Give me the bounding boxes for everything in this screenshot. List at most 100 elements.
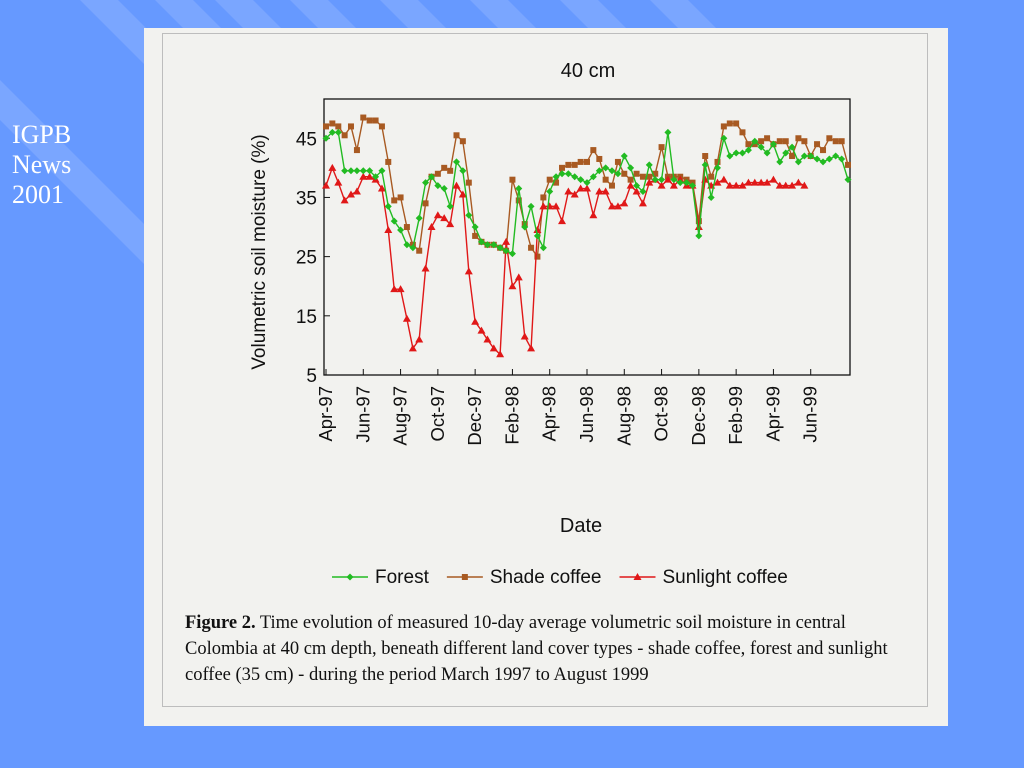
series-forest [322, 128, 852, 258]
data-point-sunlight-coffee [508, 282, 517, 290]
data-point-shade-coffee [372, 117, 379, 124]
data-point-shade-coffee [826, 135, 833, 142]
data-point-shade-coffee [347, 123, 354, 130]
data-point-shade-coffee [534, 253, 541, 260]
data-point-forest [453, 158, 460, 166]
x-tick-label: Apr-99 [762, 386, 783, 442]
data-point-sunlight-coffee [626, 181, 635, 189]
chart-legend: Forest Shade coffee Sunlight coffee [332, 567, 788, 588]
legend-item-forest: Forest [332, 567, 430, 588]
data-point-shade-coffee [441, 164, 448, 171]
data-point-shade-coffee [845, 161, 851, 168]
x-tick-label: Aug-97 [390, 386, 411, 446]
data-point-forest [403, 241, 411, 249]
data-point-forest [689, 182, 697, 190]
data-point-forest [614, 170, 622, 178]
data-point-sunlight-coffee [719, 175, 728, 183]
figure-caption-text: Time evolution of measured 10-day averag… [185, 613, 888, 685]
data-point-forest [322, 134, 330, 142]
data-point-forest [372, 173, 380, 181]
data-point-forest [459, 167, 467, 175]
data-point-forest [813, 155, 821, 163]
data-point-sunlight-coffee [713, 178, 722, 186]
data-point-sunlight-coffee [346, 190, 355, 198]
data-point-sunlight-coffee [427, 223, 436, 231]
data-point-shade-coffee [789, 153, 796, 160]
data-point-shade-coffee [646, 173, 653, 180]
data-point-shade-coffee [465, 179, 472, 186]
legend-label: Sunlight coffee [663, 567, 788, 588]
data-point-sunlight-coffee [589, 211, 598, 219]
data-point-sunlight-coffee [576, 184, 585, 192]
data-point-sunlight-coffee [694, 223, 703, 231]
side-caption: IGPB News 2001 [12, 120, 72, 209]
data-point-sunlight-coffee [558, 217, 567, 225]
data-point-sunlight-coffee [732, 181, 741, 189]
data-point-forest [627, 164, 635, 172]
data-point-shade-coffee [509, 176, 516, 183]
data-point-sunlight-coffee [520, 332, 529, 340]
data-point-forest [496, 244, 504, 252]
data-point-forest [595, 167, 603, 175]
x-tick-label: Jun-99 [800, 386, 821, 443]
data-point-shade-coffee [758, 138, 765, 145]
data-point-sunlight-coffee [725, 181, 734, 189]
data-point-forest [440, 185, 448, 193]
data-point-sunlight-coffee [322, 181, 330, 189]
data-point-shade-coffee [434, 170, 441, 177]
data-point-forest [633, 182, 641, 190]
figure-caption-lead: Figure 2. [185, 613, 256, 633]
data-point-sunlight-coffee [446, 220, 455, 228]
data-point-sunlight-coffee [781, 181, 790, 189]
data-point-sunlight-coffee [757, 178, 766, 186]
data-point-shade-coffee [621, 170, 628, 177]
data-point-shade-coffee [416, 247, 423, 254]
data-point-forest [800, 152, 808, 160]
data-point-forest [571, 173, 579, 181]
data-point-forest [744, 146, 752, 154]
data-point-forest [490, 241, 498, 249]
data-point-shade-coffee [832, 138, 839, 145]
data-point-forest [639, 188, 647, 196]
data-point-forest [738, 149, 746, 157]
data-point-forest [564, 170, 572, 178]
data-point-sunlight-coffee [744, 178, 753, 186]
legend-label: Shade coffee [490, 567, 602, 588]
data-point-sunlight-coffee [483, 335, 492, 343]
data-point-shade-coffee [726, 120, 733, 127]
data-point-forest [658, 176, 666, 184]
data-point-sunlight-coffee [365, 172, 374, 180]
data-point-shade-coffee [584, 158, 590, 165]
legend-marker [633, 573, 642, 580]
data-point-shade-coffee [776, 138, 783, 145]
data-point-forest [577, 176, 585, 184]
data-point-forest [527, 202, 535, 210]
data-point-shade-coffee [814, 141, 821, 148]
data-point-forest [434, 182, 442, 190]
data-point-sunlight-coffee [775, 181, 784, 189]
data-point-sunlight-coffee [638, 199, 647, 207]
data-point-sunlight-coffee [800, 181, 809, 189]
x-axis-label: Date [560, 515, 602, 537]
data-point-forest [651, 176, 659, 184]
x-tick-label: Jun-98 [576, 386, 597, 443]
data-point-forest [751, 137, 759, 145]
data-point-sunlight-coffee [750, 178, 759, 186]
data-point-shade-coffee [733, 120, 740, 127]
data-point-sunlight-coffee [402, 314, 411, 322]
data-point-forest [683, 179, 691, 187]
data-point-forest [794, 158, 802, 166]
data-point-forest [422, 179, 430, 187]
data-point-shade-coffee [714, 158, 721, 165]
data-point-forest [465, 211, 473, 219]
data-point-shade-coffee [614, 158, 621, 165]
data-point-shade-coffee [447, 167, 454, 174]
data-point-sunlight-coffee [334, 178, 343, 186]
data-point-shade-coffee [453, 132, 460, 139]
data-point-shade-coffee [596, 155, 603, 162]
data-point-forest [390, 217, 398, 225]
data-point-sunlight-coffee [769, 175, 778, 183]
data-point-sunlight-coffee [384, 225, 393, 233]
data-point-forest [409, 244, 417, 252]
data-point-shade-coffee [553, 179, 560, 186]
